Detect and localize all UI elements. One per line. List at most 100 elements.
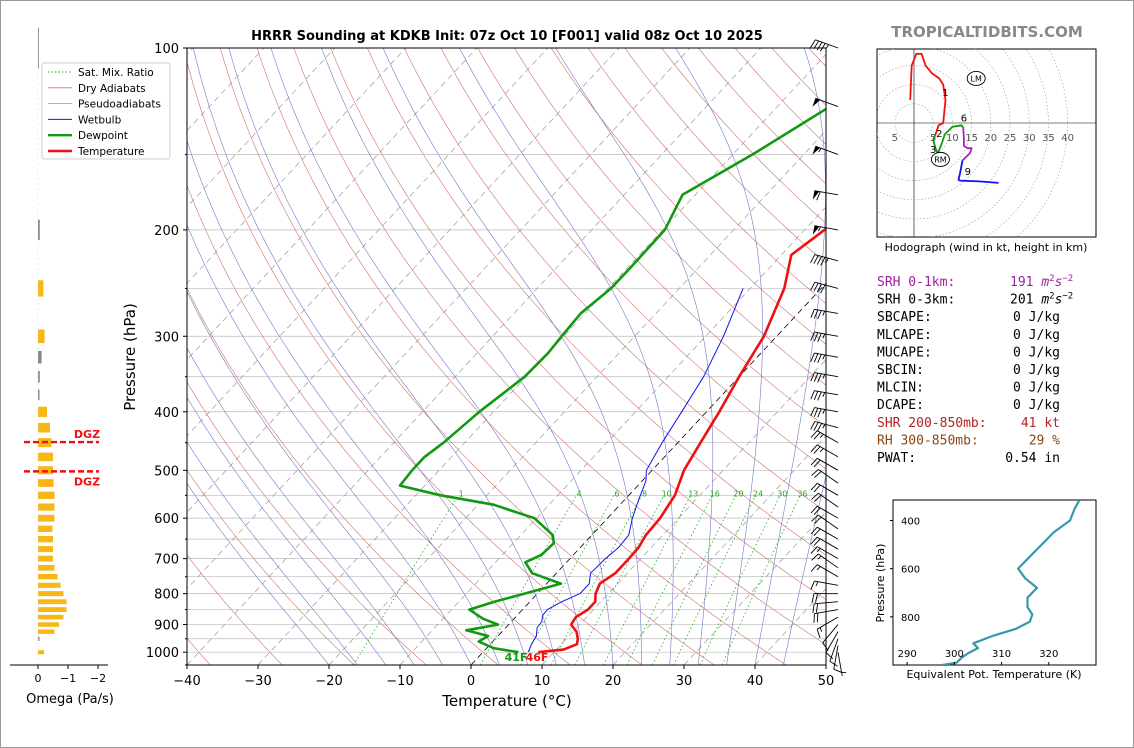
y-tick-label: 800: [154, 588, 179, 603]
wind-barb-feather: [813, 422, 819, 431]
theta-e-y-tick-label: 800: [901, 613, 920, 624]
wind-barb-feather: [813, 446, 821, 454]
dry-adiabat: [367, 48, 826, 556]
wind-barb: [814, 421, 839, 429]
wind-barb-feather: [810, 505, 818, 514]
wind-barb-feather: [810, 39, 816, 48]
index-label: MLCIN:: [877, 381, 924, 396]
hodograph-ring: [877, 84, 953, 162]
pseudoadiabat: [187, 396, 387, 665]
legend-label: Pseudoadiabats: [78, 99, 161, 111]
index-label: DCAPE:: [877, 398, 924, 413]
omega-bar: [38, 219, 40, 241]
wind-barb-flag: [812, 225, 820, 235]
index-value-part: 191: [1010, 275, 1041, 290]
surface-temperature-label: 46F: [526, 651, 549, 664]
omega-bar: [38, 622, 59, 627]
wind-barb: [818, 514, 839, 530]
hodograph-trace: [957, 160, 999, 184]
wind-barb: [814, 390, 839, 396]
legend-label: Wetbulb: [78, 114, 122, 126]
theta-e-trace: [942, 500, 1081, 665]
hodograph-rings: 5 10 15 20 25 30 35 405: [877, 49, 1096, 237]
wind-barb-feather: [814, 494, 822, 502]
wind-barb-feather: [812, 603, 815, 614]
wind-barb-feather: [813, 309, 819, 319]
wind-barb-feather: [810, 546, 818, 554]
isotherm: [187, 48, 478, 361]
hodograph-ring: [1016, 49, 1068, 237]
index-value-part: 2: [1049, 292, 1054, 302]
mixing-ratio-line: [699, 495, 781, 665]
wind-barb-feather: [813, 332, 819, 342]
y-tick-label: 1000: [146, 646, 179, 661]
omega-bar: [38, 614, 64, 620]
skewt-frame: [186, 47, 827, 666]
hodograph-height-label: 6: [961, 113, 967, 124]
pseudoadiabat: [187, 224, 472, 665]
wind-barb-feather: [820, 284, 826, 294]
isotherm: [328, 130, 826, 665]
omega-bar: [38, 591, 64, 597]
isotherm: [612, 435, 826, 665]
wind-barb-half-feather: [819, 433, 824, 438]
y-tick-label: 400: [154, 406, 179, 421]
storm-motion-label: RM: [934, 155, 947, 164]
omega-panel: 0 −1 −2 DGZ DGZ Omega (Pa/s): [10, 27, 114, 707]
mixing-ratio-label: 13: [688, 490, 698, 499]
omega-bar: [38, 536, 53, 543]
wind-barb-feather: [816, 629, 821, 639]
wind-barb-feather: [813, 538, 821, 546]
wind-barb-feather: [811, 553, 819, 561]
hodograph-ring-label: 10: [946, 133, 959, 144]
theta-e-x-tick-label: 300: [945, 649, 964, 660]
y-tick-label: 100: [154, 42, 179, 57]
dry-adiabat: [187, 184, 571, 665]
omega-bar: [38, 491, 55, 499]
pseudoadiabat: [675, 48, 763, 665]
wind-barb-half-feather: [819, 627, 823, 632]
skewt-ylabel: Pressure (hPa): [121, 303, 139, 411]
wind-barb-feather: [813, 408, 819, 417]
dgz-label: DGZ: [74, 428, 100, 441]
wind-barb-feather: [817, 333, 822, 342]
wind-barb-feather: [814, 471, 822, 478]
pseudoadiabat: [187, 290, 443, 665]
hodograph-ring-label: 25: [1004, 133, 1017, 144]
index-value: 0 J/kg: [1013, 345, 1060, 360]
wind-barb-feather: [810, 536, 818, 545]
omega-bar: [38, 27, 39, 69]
mixing-ratio-line: [574, 495, 665, 665]
index-value: 0 J/kg: [1013, 381, 1060, 396]
index-label: MLCAPE:: [877, 328, 932, 343]
x-tick-label: −40: [173, 674, 200, 689]
skewt-xlabel: Temperature (°C): [441, 692, 571, 710]
pseudoadiabat: [382, 48, 642, 665]
omega-bar: [38, 650, 44, 655]
wind-barb-feather: [820, 257, 826, 266]
wind-barb: [816, 526, 839, 540]
wind-barb-feather: [811, 492, 819, 500]
x-tick-label: −20: [315, 674, 342, 689]
hodograph-traces: LM RM 1 23 6 9: [909, 53, 999, 184]
mixing-ratio-label: 6: [614, 490, 619, 499]
hodograph-trace: [909, 53, 947, 135]
omega-bar: [38, 329, 45, 344]
index-value: 0.54 in: [1005, 451, 1060, 466]
index-label: SRH 0-1km:: [877, 275, 955, 290]
dry-adiabat: [551, 48, 826, 345]
x-tick-label: 20: [605, 674, 622, 689]
pseudoadiabat: [321, 48, 614, 665]
wind-barb: [816, 457, 839, 471]
hodograph-trace: [961, 127, 973, 162]
wind-barb-feather: [810, 430, 818, 438]
index-label: SRH 0-3km:: [877, 293, 955, 308]
y-tick-label: 200: [154, 224, 179, 239]
omega-xlabel: Omega (Pa/s): [26, 692, 114, 707]
y-tick-label: 300: [154, 330, 179, 345]
wind-barb: [814, 225, 839, 231]
dry-adiabat: [330, 48, 826, 600]
legend-label: Sat. Mix. Ratio: [78, 67, 154, 79]
pseudoadiabat: [555, 48, 714, 665]
hodograph-ring-label: 15: [965, 133, 978, 144]
